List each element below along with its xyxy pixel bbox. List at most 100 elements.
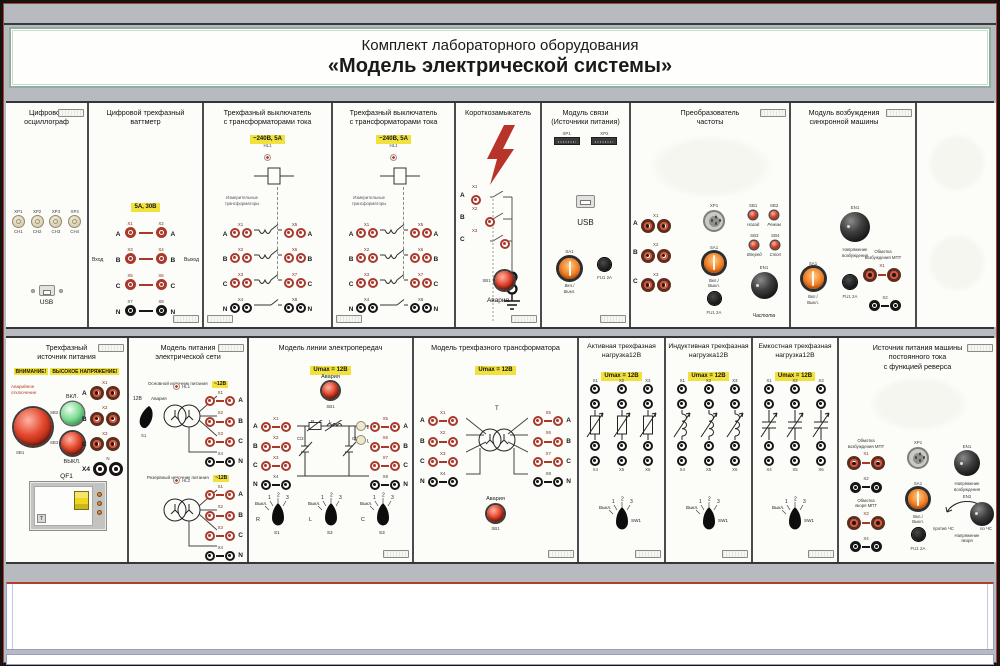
terminal[interactable] [155, 227, 167, 238]
circuit-breaker[interactable]: T [29, 481, 107, 531]
terminal[interactable] [260, 480, 271, 491]
terminal[interactable] [390, 460, 401, 471]
terminal[interactable] [447, 436, 458, 447]
terminal[interactable] [616, 399, 627, 410]
terminal[interactable] [89, 436, 104, 451]
terminal[interactable] [280, 441, 291, 452]
terminal[interactable] [677, 441, 688, 452]
terminal[interactable] [205, 551, 216, 562]
fuse[interactable] [707, 291, 721, 305]
terminal[interactable] [367, 278, 378, 288]
fuse[interactable] [911, 527, 925, 541]
power-switch[interactable] [908, 488, 928, 509]
terminal[interactable] [93, 462, 107, 477]
round-connector[interactable] [907, 447, 929, 470]
terminal[interactable] [790, 456, 800, 467]
terminal[interactable] [729, 456, 740, 467]
terminal[interactable] [871, 541, 882, 553]
terminal[interactable] [790, 441, 800, 452]
bnc-connector[interactable] [68, 215, 82, 229]
terminal[interactable] [533, 477, 544, 488]
terminal[interactable] [616, 384, 627, 395]
terminal[interactable] [283, 228, 294, 238]
terminal[interactable] [703, 456, 714, 467]
terminal[interactable] [229, 253, 240, 263]
terminal[interactable] [471, 195, 481, 205]
terminal[interactable] [124, 253, 136, 264]
power-switch[interactable] [704, 252, 724, 273]
terminal[interactable] [260, 441, 271, 452]
terminal[interactable] [390, 422, 401, 433]
terminal[interactable] [764, 399, 774, 410]
terminal[interactable] [241, 253, 252, 263]
terminal[interactable] [871, 516, 885, 531]
c-tap-switch[interactable]: Выкл.1 2 3 C S3 [359, 490, 407, 536]
terminal[interactable] [729, 399, 740, 410]
terminal[interactable] [241, 278, 252, 288]
terminal[interactable] [642, 441, 653, 452]
terminal[interactable] [295, 253, 306, 263]
terminal[interactable] [225, 490, 236, 501]
terminal[interactable] [355, 303, 366, 313]
terminal[interactable] [229, 228, 240, 238]
terminal[interactable] [409, 228, 420, 238]
terminal[interactable] [553, 477, 564, 488]
terminal[interactable] [447, 416, 458, 427]
terminal[interactable] [816, 456, 826, 467]
terminal[interactable] [409, 253, 420, 263]
terminal[interactable] [367, 303, 378, 313]
terminal[interactable] [890, 300, 901, 312]
terminal[interactable] [89, 386, 104, 401]
terminal[interactable] [295, 303, 306, 313]
terminal[interactable] [447, 456, 458, 467]
terminal[interactable] [421, 253, 432, 263]
terminal[interactable] [553, 456, 564, 467]
terminal[interactable] [283, 303, 294, 313]
terminal[interactable] [871, 481, 882, 493]
terminal[interactable] [225, 530, 236, 541]
power-switch[interactable] [802, 268, 824, 290]
terminal[interactable] [616, 441, 627, 452]
terminal[interactable] [677, 399, 688, 410]
terminal[interactable] [295, 228, 306, 238]
terminal[interactable] [640, 248, 655, 263]
terminal[interactable] [205, 457, 216, 468]
terminal[interactable] [421, 303, 432, 313]
terminal[interactable] [225, 416, 236, 427]
on-button[interactable] [61, 402, 84, 425]
off-button[interactable] [61, 432, 84, 455]
terminal[interactable] [390, 441, 401, 452]
terminal[interactable] [850, 481, 861, 493]
terminal[interactable] [205, 396, 216, 407]
terminal[interactable] [869, 300, 880, 312]
ribbon-connector[interactable] [591, 137, 618, 146]
bnc-connector[interactable] [49, 215, 63, 229]
terminal[interactable] [260, 460, 271, 471]
usb-port[interactable] [38, 285, 55, 296]
terminal[interactable] [367, 228, 378, 238]
terminal[interactable] [677, 456, 688, 467]
terminal[interactable] [367, 253, 378, 263]
excitation-voltage-knob[interactable] [840, 212, 870, 243]
terminal[interactable] [656, 248, 671, 263]
terminal[interactable] [703, 384, 714, 395]
breaker-test-button[interactable]: T [37, 514, 46, 523]
terminal[interactable] [155, 253, 167, 264]
l-tap-switch[interactable]: Выкл.1 2 3 L S2 [307, 490, 355, 536]
terminal[interactable] [703, 399, 714, 410]
terminal[interactable] [105, 386, 120, 401]
terminal[interactable] [656, 277, 671, 292]
terminal[interactable] [640, 277, 655, 292]
terminal[interactable] [640, 219, 655, 234]
terminal[interactable] [427, 416, 438, 427]
fault-toggle[interactable] [137, 404, 159, 430]
fuse[interactable] [598, 258, 611, 271]
terminal[interactable] [533, 456, 544, 467]
terminal[interactable] [427, 456, 438, 467]
terminal[interactable] [447, 477, 458, 488]
terminal[interactable] [155, 305, 167, 316]
terminal[interactable] [409, 278, 420, 288]
terminal[interactable] [764, 441, 774, 452]
fault-button[interactable] [494, 271, 514, 290]
terminal[interactable] [155, 279, 167, 290]
